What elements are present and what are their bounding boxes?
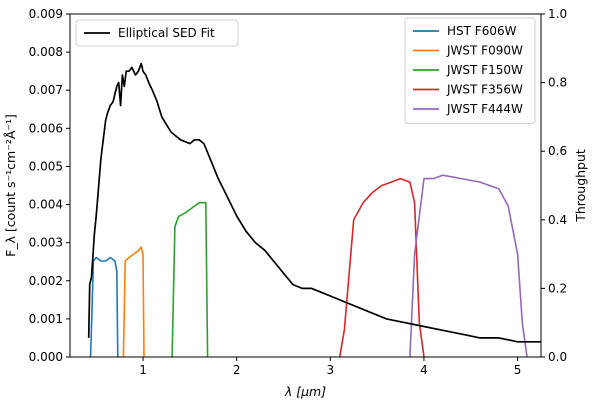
legend-left-label: Elliptical SED Fit	[118, 26, 215, 40]
y-right-tick-label: 1.0	[548, 7, 567, 21]
x-tick-label: 3	[326, 363, 334, 377]
y-left-axis-label: F_λ [count s⁻¹cm⁻²Å⁻¹]	[3, 114, 18, 257]
y-right-tick-label: 0.0	[548, 350, 567, 364]
y-left-tick-label: 0.001	[29, 312, 63, 326]
x-tick-label: 1	[139, 363, 147, 377]
y-left-tick-label: 0.006	[29, 121, 63, 135]
plot-area	[87, 62, 541, 357]
y-right-tick-label: 0.2	[548, 281, 567, 295]
x-tick-label: 2	[233, 363, 241, 377]
y-right-axis-label: Throughput	[573, 149, 588, 223]
x-tick-label: 5	[514, 363, 522, 377]
filter-curve-jwst-f444w	[409, 174, 528, 357]
y-left-tick-label: 0.008	[29, 45, 63, 59]
sed-curve	[87, 62, 541, 343]
y-right-tick-label: 0.4	[548, 213, 567, 227]
filter-curve-jwst-f356w	[338, 177, 425, 357]
y-left-tick-label: 0.004	[29, 198, 63, 212]
legend-right-box	[404, 17, 536, 124]
x-tick-label: 4	[420, 363, 428, 377]
filter-curve-jwst-f090w	[122, 246, 145, 357]
x-axis-label: λ [μm]	[284, 384, 326, 399]
y-left-tick-label: 0.009	[29, 7, 63, 21]
filter-curve-hst-f606w	[89, 256, 119, 357]
legend-right-label: JWST F090W	[446, 44, 523, 58]
legend-right-label: JWST F444W	[446, 102, 523, 116]
y-right-tick-label: 0.8	[548, 76, 567, 90]
y-left-tick-label: 0.003	[29, 236, 63, 250]
y-right-tick-label: 0.6	[548, 144, 567, 158]
plot-frame	[69, 13, 542, 358]
y-left-tick-label: 0.000	[29, 350, 63, 364]
legend-right-label: HST F606W	[447, 24, 517, 38]
legend-right-label: JWST F150W	[446, 63, 523, 77]
legend-right-label: JWST F356W	[446, 83, 523, 97]
filter-curve-jwst-f150w	[171, 201, 209, 357]
y-left-tick-label: 0.005	[29, 159, 63, 173]
y-left-tick-label: 0.007	[29, 83, 63, 97]
y-left-tick-label: 0.002	[29, 274, 63, 288]
legend-left-box	[75, 19, 239, 47]
